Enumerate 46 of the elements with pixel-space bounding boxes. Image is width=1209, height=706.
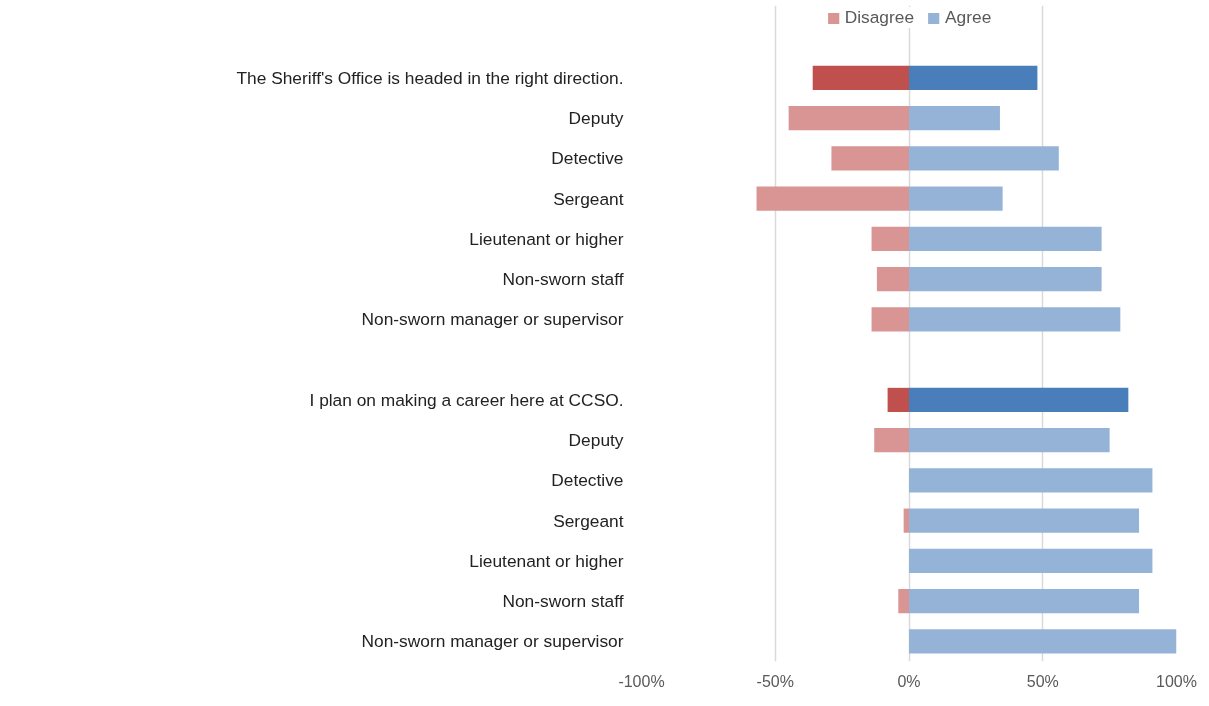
bar (898, 589, 909, 614)
y-tick-label: Lieutenant or higher (469, 550, 624, 571)
bar (909, 106, 1000, 131)
bar (871, 226, 909, 251)
y-tick-label: Non-sworn manager or supervisor (361, 309, 624, 330)
bar (874, 428, 909, 453)
bar (909, 629, 1177, 654)
y-tick-label: Detective (551, 470, 624, 491)
bar (887, 387, 909, 412)
bar (909, 307, 1121, 332)
y-tick-label: I plan on making a career here at CCSO. (309, 389, 624, 410)
bar (876, 267, 909, 292)
bar (909, 387, 1129, 412)
y-tick-label: Deputy (568, 430, 624, 451)
bar (909, 589, 1140, 614)
y-tick-label: Non-sworn staff (502, 591, 624, 612)
legend-label: Disagree (844, 7, 915, 28)
y-tick-label: The Sheriff's Office is headed in the right direction. (236, 67, 624, 88)
bar (788, 106, 909, 131)
bar (812, 65, 909, 91)
bar (909, 226, 1102, 251)
x-tick-label: 0% (897, 672, 921, 690)
legend-label: Agree (945, 7, 992, 28)
x-tick-label: -50% (756, 672, 794, 690)
bar (903, 508, 909, 533)
y-tick-label: Deputy (568, 108, 624, 129)
y-tick-label: Non-sworn manager or supervisor (361, 631, 624, 652)
bar (909, 186, 1003, 211)
bar (909, 65, 1038, 91)
x-tick-label: 50% (1026, 672, 1059, 690)
x-tick-label: 100% (1156, 672, 1197, 690)
y-tick-label: Lieutenant or higher (469, 228, 624, 249)
y-tick-label: Detective (551, 148, 624, 169)
bar (909, 267, 1102, 292)
bar (909, 468, 1153, 493)
bar (909, 548, 1153, 573)
bar (909, 146, 1059, 171)
bar (871, 307, 909, 332)
x-tick-label: -100% (618, 672, 665, 690)
y-tick-label: Non-sworn staff (502, 269, 624, 290)
bar (909, 428, 1110, 453)
y-tick-label: Sergeant (553, 510, 624, 531)
bar (909, 508, 1140, 533)
bar (756, 186, 909, 211)
y-tick-label: Sergeant (553, 188, 624, 209)
bar (831, 146, 909, 171)
